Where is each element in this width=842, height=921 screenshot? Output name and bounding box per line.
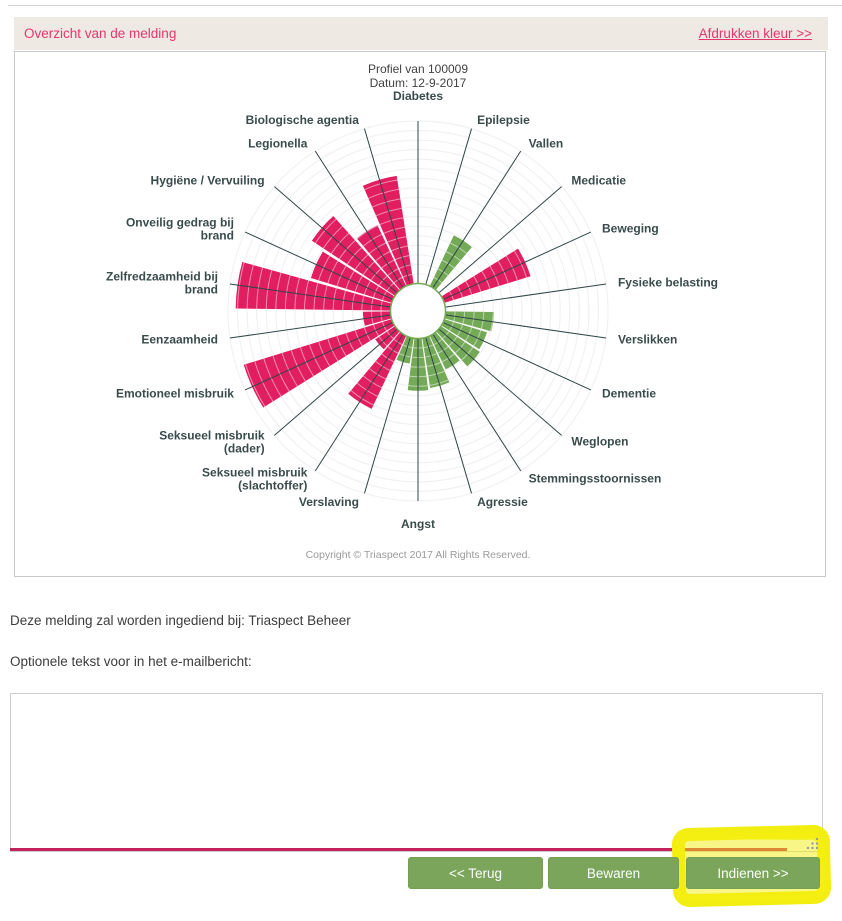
axis-spoke-weglopen <box>438 328 562 436</box>
print-color-link[interactable]: Afdrukken kleur >> <box>698 26 812 41</box>
risk-profile-rose-chart: Diabetes Epilepsie Vallen Medicatie Beweging… <box>106 62 718 561</box>
top-divider-line <box>8 5 842 6</box>
category-label-beweging: Beweging <box>602 221 659 235</box>
submit-button[interactable]: Indienen >> <box>686 857 820 889</box>
category-label-vallen: Vallen <box>529 137 564 151</box>
email-text-input[interactable] <box>10 693 823 852</box>
axis-spoke-epilepsie <box>425 128 473 285</box>
category-label-emotioneel-misbruik: Emotioneel misbruik <box>116 387 234 401</box>
axis-spoke-verslaving <box>363 337 411 494</box>
section-header: Overzicht van de melding Afdrukken kleur… <box>14 17 828 50</box>
grip-dots-icon <box>806 837 819 850</box>
category-label-verslaving: Verslaving <box>299 495 359 509</box>
wedge-onveilig-gedrag-bij-brand <box>310 251 395 303</box>
form-divider-line <box>10 848 787 851</box>
save-button[interactable]: Bewaren <box>548 857 679 889</box>
category-label-medicatie: Medicatie <box>571 174 626 188</box>
category-label-stemmingsstoornissen: Stemmingsstoornissen <box>529 471 662 485</box>
category-label-legionella: Legionella <box>248 137 308 151</box>
axis-spoke-onveilig-gedrag-bij-brand <box>244 231 394 301</box>
axis-spoke-beweging <box>442 231 592 301</box>
wedge-eenzaamheid <box>362 311 392 326</box>
category-label-biologische-agentia: Biologische agentia <box>246 113 360 127</box>
category-label-diabetes: Diabetes <box>393 89 443 103</box>
axis-spoke-legionella <box>314 150 404 289</box>
axis-spoke-medicatie <box>438 186 562 294</box>
chart-title: Profiel van 100009 <box>368 62 468 76</box>
wedge-biologische-agentia <box>362 175 414 286</box>
category-label-seksueel-misbruik-dader-: Seksueel misbruik (dader) <box>159 428 265 455</box>
email-optional-label: Optionele tekst voor in het e-mailberich… <box>10 654 252 669</box>
wedge-zelfredzaamheid-bij-brand <box>235 262 392 311</box>
axis-spoke-zelfredzaamheid-bij-brand <box>229 283 391 308</box>
category-label-onveilig-gedrag-bij-brand: Onveilig gedrag bij brand <box>126 215 234 242</box>
axis-spoke-biologische-agentia <box>363 128 411 285</box>
back-button[interactable]: << Terug <box>408 857 543 889</box>
category-label-epilepsie: Epilepsie <box>477 113 530 127</box>
axis-spoke-stemmingsstoornissen <box>432 333 522 472</box>
form-button-row: << Terug Bewaren Indienen >> <box>0 857 842 889</box>
chart-subtitle: Datum: 12-9-2017 <box>370 76 467 90</box>
chart-copyright: Copyright © Triaspect 2017 All Rights Re… <box>306 549 531 561</box>
axis-spoke-agressie <box>425 337 473 494</box>
submit-destination-text: Deze melding zal worden ingediend bij: T… <box>10 613 351 628</box>
wedge-emotioneel-misbruik <box>243 319 395 408</box>
axis-spoke-hygi-ne-vervuiling <box>274 186 398 294</box>
axis-spoke-eenzaamheid <box>229 314 391 339</box>
axis-spoke-dementie <box>442 321 592 391</box>
axis-spoke-fysieke-belasting <box>445 283 607 308</box>
profile-chart-panel: Diabetes Epilepsie Vallen Medicatie Beweging… <box>14 51 826 577</box>
category-label-zelfredzaamheid-bij-brand: Zelfredzaamheid bij brand <box>106 270 218 297</box>
category-label-fysieke-belasting: Fysieke belasting <box>618 276 718 290</box>
textarea-resize-grip[interactable] <box>806 836 820 850</box>
axis-spoke-seksueel-misbruik-slachtoffer- <box>314 333 404 472</box>
category-label-eenzaamheid: Eenzaamheid <box>141 332 218 346</box>
page-title: Overzicht van de melding <box>24 26 177 41</box>
axis-spoke-verslikken <box>445 314 607 339</box>
category-label-verslikken: Verslikken <box>618 332 677 346</box>
wedge-beweging <box>441 248 531 303</box>
category-label-angst: Angst <box>401 517 435 531</box>
axis-spoke-emotioneel-misbruik <box>244 321 394 391</box>
category-label-agressie: Agressie <box>477 495 528 509</box>
axis-spoke-vallen <box>432 150 522 289</box>
axis-spoke-seksueel-misbruik-dader- <box>274 328 398 436</box>
category-label-dementie: Dementie <box>602 387 656 401</box>
chart-center-hole <box>389 282 447 340</box>
category-label-hygi-ne-vervuiling: Hygiëne / Vervuiling <box>151 174 265 188</box>
category-label-seksueel-misbruik-slachtoffer-: Seksueel misbruik (slachtoffer) <box>202 465 308 492</box>
category-label-weglopen: Weglopen <box>571 434 628 448</box>
